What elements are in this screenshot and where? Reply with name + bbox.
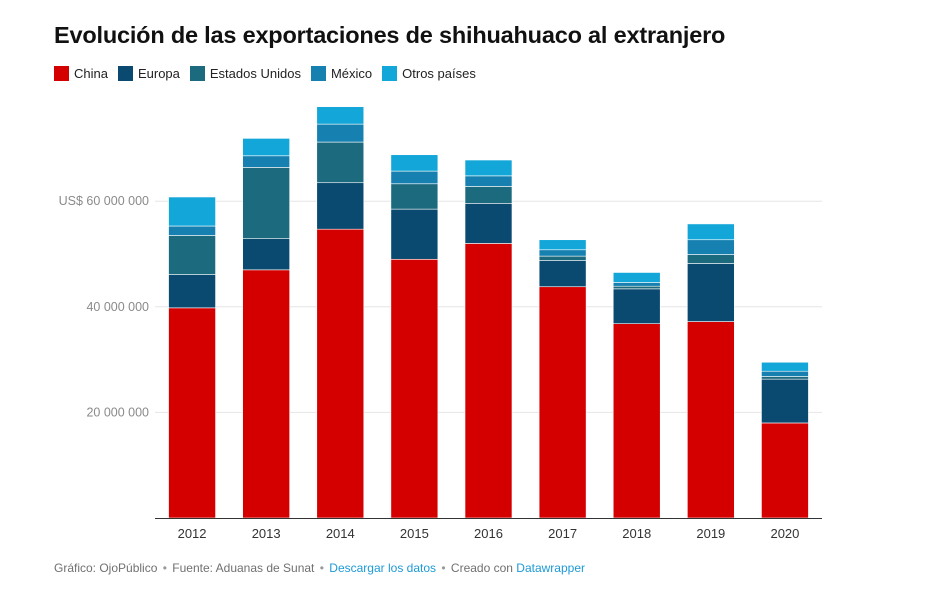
x-tick-label: 2015 — [400, 526, 429, 541]
bar-stack-2020 — [761, 361, 809, 519]
bar-segment — [316, 106, 365, 125]
footer-separator: • — [162, 561, 167, 575]
x-tick-label: 2020 — [770, 526, 799, 541]
bar-stack-2016 — [464, 159, 513, 519]
bar-segment — [538, 239, 587, 251]
y-tick-label: 40 000 000 — [86, 300, 149, 314]
bar-segment — [612, 288, 661, 324]
bar-segment — [687, 321, 735, 519]
legend-label-estados-unidos: Estados Unidos — [209, 66, 301, 81]
legend-swatch-otros-paises — [382, 66, 398, 81]
bar-segment — [761, 376, 809, 380]
bar-stack-2015 — [390, 154, 439, 519]
bars — [168, 106, 809, 519]
bar-segment — [612, 285, 661, 290]
bar-stack-2019 — [687, 223, 735, 519]
bar-stack-2018 — [612, 272, 661, 519]
legend-item-europa: Europa — [117, 66, 180, 81]
y-tick-label: US$ 60 000 000 — [59, 194, 149, 208]
bar-segment — [316, 123, 365, 143]
footer-source: Fuente: Aduanas de Sunat — [172, 561, 315, 575]
bar-segment — [390, 154, 439, 172]
legend-swatch-europa — [117, 66, 133, 81]
bar-segment — [168, 196, 216, 227]
bar-segment — [390, 170, 439, 185]
legend-swatch-mexico — [310, 66, 326, 81]
bar-segment — [316, 182, 365, 230]
bar-segment — [316, 141, 365, 184]
legend-item-china: China — [54, 66, 108, 81]
bar-segment — [761, 361, 809, 372]
legend-item-mexico: México — [310, 66, 373, 81]
bar-segment — [168, 274, 216, 309]
bar-stack-2012 — [168, 196, 216, 519]
legend-label-europa: Europa — [137, 66, 180, 81]
bar-segment — [687, 254, 735, 264]
x-tick-label: 2017 — [548, 526, 577, 541]
bar-segment — [687, 223, 735, 241]
bar-segment — [316, 228, 365, 519]
bar-segment — [242, 167, 290, 239]
bar-segment — [242, 269, 290, 519]
x-tick-label: 2012 — [178, 526, 207, 541]
bar-stack-2013 — [242, 138, 290, 519]
legend-swatch-china — [54, 66, 69, 81]
bar-segment — [538, 286, 587, 519]
bar-segment — [168, 235, 216, 275]
bar-segment — [612, 323, 661, 519]
bar-segment — [687, 239, 735, 255]
bar-segment — [242, 138, 290, 157]
legend-label-mexico: México — [330, 66, 373, 81]
chart-title: Evolución de las exportaciones de shihua… — [54, 22, 726, 48]
x-tick-label: 2014 — [326, 526, 355, 541]
bar-segment — [464, 175, 513, 187]
bar-segment — [242, 238, 290, 271]
x-tick-label: 2016 — [474, 526, 503, 541]
x-tick-label: 2013 — [252, 526, 281, 541]
x-axis-tick-labels: 2012 2013 2014 2015 2016 2017 2018 2019 2020 — [178, 526, 800, 541]
footer-separator: • — [441, 561, 446, 575]
y-axis-tick-labels: 20 000 000 40 000 000 US$ 60 000 000 — [59, 194, 149, 419]
bar-segment — [168, 225, 216, 236]
footer-credit: Gráfico: OjoPúblico — [54, 561, 158, 575]
bar-segment — [390, 258, 439, 519]
bar-segment — [538, 249, 587, 257]
legend-label-otros-paises: Otros países — [402, 66, 476, 81]
bar-segment — [464, 159, 513, 177]
y-tick-label: 20 000 000 — [86, 405, 149, 419]
bar-segment — [761, 378, 809, 424]
footer-separator: • — [319, 561, 324, 575]
footer-created-with: Creado con — [450, 561, 513, 575]
bar-segment — [761, 422, 809, 519]
bar-segment — [464, 186, 513, 204]
bar-segment — [538, 260, 587, 288]
bar-segment — [687, 263, 735, 322]
bar-segment — [390, 208, 439, 260]
bar-segment — [168, 307, 216, 519]
legend-item-estados-unidos: Estados Unidos — [189, 66, 301, 81]
bar-stack-2017 — [538, 239, 587, 519]
bar-segment — [464, 243, 513, 519]
bar-segment — [538, 255, 587, 261]
bar-segment — [390, 183, 439, 210]
legend-item-otros-paises: Otros países — [382, 66, 476, 81]
x-tick-label: 2018 — [622, 526, 651, 541]
chart-footer: Gráfico: OjoPúblico • Fuente: Aduanas de… — [54, 561, 585, 575]
bar-segment — [612, 282, 661, 287]
bar-segment — [761, 370, 809, 377]
datawrapper-link[interactable]: Datawrapper — [516, 561, 585, 575]
download-data-link[interactable]: Descargar los datos — [329, 561, 437, 575]
bar-segment — [612, 272, 661, 283]
legend-swatch-estados-unidos — [189, 66, 205, 81]
x-tick-label: 2019 — [696, 526, 725, 541]
bar-segment — [242, 155, 290, 168]
chart-legend: China Europa Estados Unidos México Otros… — [54, 66, 486, 81]
bar-segment — [464, 203, 513, 244]
bar-stack-2014 — [316, 106, 365, 519]
legend-label-china: China — [74, 66, 108, 81]
